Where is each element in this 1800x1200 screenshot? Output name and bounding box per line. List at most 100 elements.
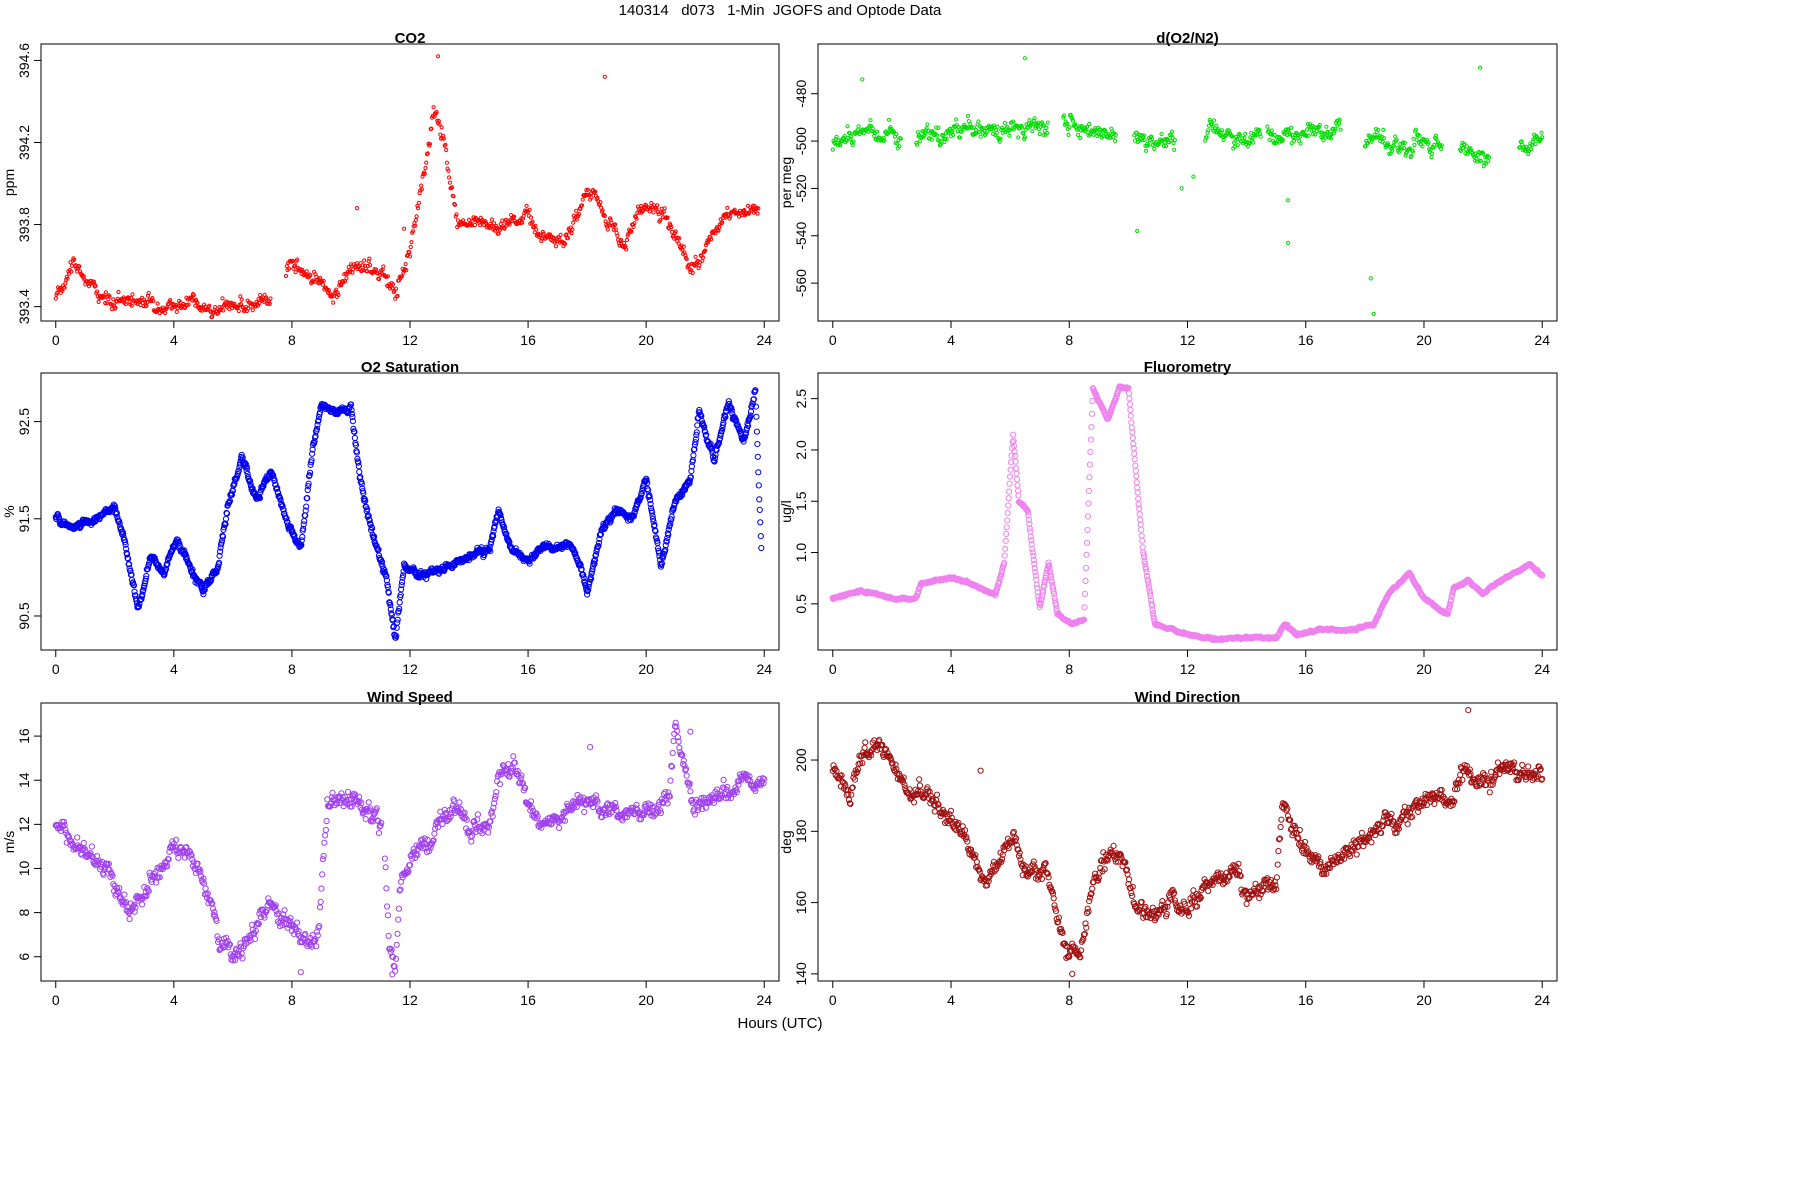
data-point [691,446,698,453]
data-point [1013,465,1020,472]
data-point [1328,136,1334,141]
data-point [886,131,891,136]
data-point [1052,601,1060,609]
data-point [940,133,946,138]
data-point [886,117,892,122]
data-point [733,418,740,425]
plot-frame [40,43,780,322]
data-point [315,417,322,424]
data-point [647,500,654,508]
data-point [693,254,698,259]
data-point [1129,429,1136,436]
data-point [221,308,226,313]
data-point [1288,125,1294,130]
data-point [122,541,129,548]
data-point [602,213,607,219]
data-point [1125,390,1133,397]
data-point [62,285,67,290]
data-point [755,482,762,489]
x-tick-label: 24 [756,992,772,1008]
data-point [375,271,380,276]
data-point [454,212,459,217]
data-point [239,955,246,962]
data-point [65,276,70,281]
y-axis-label: per meg [778,157,794,208]
data-point [1146,584,1153,591]
data-point [1311,132,1316,137]
data-point [1085,500,1092,507]
data-point [350,425,357,432]
data-point [1002,537,1009,545]
data-point [723,215,729,220]
data-point [562,241,568,246]
data-point [662,546,669,553]
data-point [624,237,630,243]
x-tick-label: 16 [520,332,536,348]
data-point [491,523,498,530]
data-point [146,290,151,296]
data-point [850,143,855,148]
data-point [1318,130,1323,135]
data-point [602,74,607,79]
data-point [355,463,362,470]
data-point [420,174,425,179]
data-point [429,126,434,131]
x-tick-label: 0 [829,332,837,348]
data-point [292,263,297,268]
data-point [1390,148,1395,153]
data-point [1429,155,1434,160]
data-point [1006,488,1013,495]
data-point [1012,458,1019,465]
data-point [1126,401,1134,408]
data-point [296,543,303,551]
data-point [1156,142,1161,147]
data-point [1382,136,1387,141]
data-point [1141,133,1147,138]
data-point [220,524,228,531]
data-point [1221,137,1226,143]
data-point [1191,174,1196,179]
data-point [302,507,309,514]
data-point [1046,568,1054,575]
data-point [841,136,847,141]
data-point [866,129,871,134]
data-point [1529,143,1535,148]
data-point [756,206,761,211]
y-tick-label: 0.5 [793,594,809,614]
data-point [1539,130,1544,135]
data-point [757,533,764,540]
data-point [151,554,158,561]
data-point [1397,146,1402,151]
data-point [832,141,838,146]
data-point [977,130,982,135]
data-point [1031,560,1038,568]
data-point [1269,128,1274,133]
data-point [917,139,923,144]
data-point [1015,492,1022,499]
data-point [584,591,591,598]
x-tick-label: 20 [638,661,654,677]
data-point [1064,121,1070,126]
data-point [654,545,662,552]
data-point [742,433,749,440]
data-point [452,202,458,207]
data-point [1067,125,1072,130]
data-point [661,209,667,214]
data-point [1022,56,1028,61]
data-point [358,261,363,266]
data-point [681,244,686,249]
data-point [129,579,137,586]
panel-title: O2 Saturation [361,359,459,376]
x-tick-label: 8 [288,992,296,1008]
y-tick-label: 16 [16,728,32,744]
data-point [690,270,695,275]
data-point [1001,559,1008,567]
data-point [217,548,224,555]
data-point [143,572,150,580]
data-point [658,560,666,567]
data-point [1289,141,1294,146]
data-point [308,457,315,464]
data-point [95,289,100,294]
